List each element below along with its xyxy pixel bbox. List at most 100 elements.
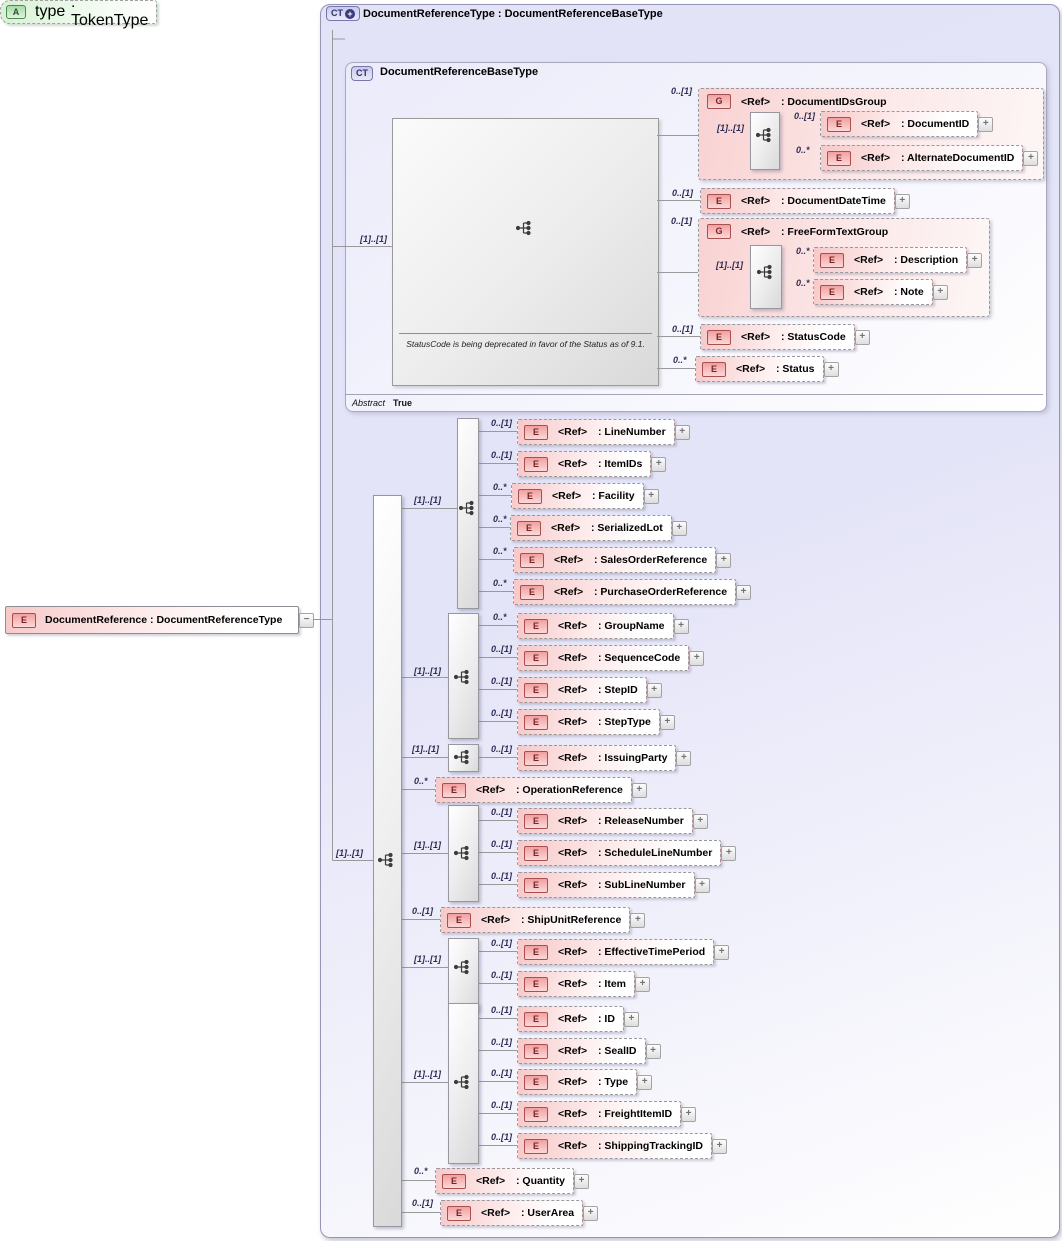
sequence-bar[interactable] [448, 938, 479, 1012]
expand-icon[interactable]: + [823, 362, 839, 377]
element-name: : SalesOrderReference [594, 554, 708, 566]
cardinality-label: [1]..[1] [336, 848, 363, 858]
expand-icon[interactable]: + [583, 1206, 599, 1221]
element-documentreference-root[interactable]: E DocumentReference : DocumentReferenceT… [5, 606, 314, 634]
element-shipunitreference[interactable]: E <Ref>: ShipUnitReference + [440, 907, 646, 933]
expand-icon[interactable]: + [651, 457, 667, 472]
element-badge: E [524, 714, 548, 730]
element-serializedlot[interactable]: E <Ref>: SerializedLot + [510, 515, 687, 541]
cardinality-label: 0..* [414, 776, 428, 786]
expand-icon[interactable]: + [714, 945, 730, 960]
ref-label: <Ref> [558, 752, 588, 764]
cardinality-label: 0..[1] [671, 216, 693, 226]
sequence-bar[interactable] [448, 744, 479, 772]
element-quantity[interactable]: E <Ref>: Quantity + [435, 1168, 589, 1194]
element-status[interactable]: E <Ref>: Status + [695, 356, 839, 382]
attribute-box-type[interactable]: A type : TokenType [0, 0, 157, 29]
element-id[interactable]: E <Ref>: ID + [517, 1006, 639, 1032]
expand-icon[interactable]: + [721, 846, 737, 861]
element-sequencecode[interactable]: E <Ref>: SequenceCode + [517, 645, 705, 671]
expand-icon[interactable]: + [1023, 151, 1039, 166]
sequence-bar[interactable] [448, 1003, 479, 1164]
element-releasenumber[interactable]: E <Ref>: ReleaseNumber + [517, 808, 708, 834]
expand-icon[interactable]: + [716, 553, 732, 568]
element-stepid[interactable]: E <Ref>: StepID + [517, 677, 662, 703]
element-groupname[interactable]: E <Ref>: GroupName + [517, 613, 689, 639]
expand-icon[interactable]: + [635, 977, 651, 992]
expand-icon[interactable]: + [659, 715, 675, 730]
abstract-value: True [393, 398, 413, 408]
expand-icon[interactable]: + [674, 425, 690, 440]
cardinality-label: 0..* [493, 514, 507, 524]
sequence-icon [453, 749, 470, 765]
sequence-bar-main[interactable] [373, 495, 402, 1227]
element-operationreference[interactable]: E <Ref>: OperationReference + [435, 777, 647, 803]
expand-icon[interactable]: + [694, 878, 710, 893]
expand-icon[interactable]: + [631, 783, 647, 798]
expand-icon[interactable]: + [676, 751, 692, 766]
element-salesorderreference[interactable]: E <Ref>: SalesOrderReference + [513, 547, 732, 573]
expand-icon[interactable]: + [574, 1174, 589, 1189]
element-schedulelinenumber[interactable]: E <Ref>: ScheduleLineNumber + [517, 840, 737, 866]
element-steptype[interactable]: E <Ref>: StepType + [517, 709, 675, 735]
expand-icon[interactable]: + [673, 619, 689, 634]
element-name: : SerializedLot [591, 522, 663, 534]
cardinality-label: 0..* [493, 578, 507, 588]
expand-icon[interactable]: + [854, 330, 870, 345]
expand-icon[interactable]: + [681, 1107, 697, 1122]
element-statuscode[interactable]: E <Ref>: StatusCode + [700, 324, 870, 350]
element-documentid[interactable]: E <Ref>: DocumentID + [820, 111, 994, 137]
element-description[interactable]: E <Ref>: Description + [813, 247, 983, 273]
element-facility[interactable]: E <Ref>: Facility + [511, 483, 659, 509]
expand-icon[interactable]: + [712, 1139, 728, 1154]
expand-icon[interactable]: + [637, 1075, 653, 1090]
element-purchaseorderreference[interactable]: E <Ref>: PurchaseOrderReference + [513, 579, 752, 605]
sequence-icon [756, 264, 773, 280]
sequence-icon [515, 220, 532, 236]
element-sealid[interactable]: E <Ref>: SealID + [517, 1038, 661, 1064]
ref-label: <Ref> [558, 1045, 588, 1057]
expand-icon[interactable]: + [967, 253, 983, 268]
expand-icon[interactable]: + [645, 1044, 661, 1059]
sequence-bar[interactable] [448, 613, 479, 739]
content-model-box[interactable]: StatusCode is being deprecated in favor … [392, 118, 659, 386]
element-documentdatetime[interactable]: E <Ref>: DocumentDateTime + [700, 188, 910, 214]
element-alternatedocumentid[interactable]: E <Ref>: AlternateDocumentID + [820, 145, 1039, 171]
cardinality-label: 0..[1] [671, 86, 693, 96]
element-name: : DocumentID [901, 118, 970, 130]
expand-icon[interactable]: + [978, 117, 994, 132]
element-linenumber[interactable]: E <Ref>: LineNumber + [517, 419, 690, 445]
element-issuingparty[interactable]: E <Ref>: IssuingParty + [517, 745, 692, 771]
expand-icon[interactable]: + [894, 194, 910, 209]
cardinality-label: 0..[1] [491, 418, 513, 428]
element-freightitemid[interactable]: E <Ref>: FreightItemID + [517, 1101, 697, 1127]
ref-label: <Ref> [854, 286, 884, 298]
element-note[interactable]: E <Ref>: Note + [813, 279, 948, 305]
expand-icon[interactable]: + [623, 1012, 639, 1027]
element-userarea[interactable]: E <Ref>: UserArea + [440, 1200, 599, 1226]
element-type[interactable]: E <Ref>: Type + [517, 1069, 653, 1095]
element-name: : ItemIDs [598, 458, 643, 470]
ref-label: <Ref> [741, 95, 771, 108]
element-itemids[interactable]: E <Ref>: ItemIDs + [517, 451, 667, 477]
group-name: : FreeFormTextGroup [781, 225, 889, 238]
expand-icon[interactable]: + [671, 521, 687, 536]
expand-icon[interactable]: + [630, 913, 646, 928]
sequence-bar[interactable] [750, 112, 780, 170]
expand-icon[interactable]: + [692, 814, 708, 829]
expand-icon[interactable]: + [736, 585, 752, 600]
element-sublinenumber[interactable]: E <Ref>: SubLineNumber + [517, 872, 710, 898]
cardinality-label: 0..[1] [491, 807, 513, 817]
element-badge: E [702, 361, 726, 377]
expand-icon[interactable]: + [646, 683, 662, 698]
collapse-icon[interactable]: − [299, 613, 314, 628]
element-effectivetimeperiod[interactable]: E <Ref>: EffectiveTimePeriod + [517, 939, 730, 965]
element-shippingtrackingid[interactable]: E <Ref>: ShippingTrackingID + [517, 1133, 728, 1159]
expand-icon[interactable]: + [689, 651, 705, 666]
expand-icon[interactable]: + [932, 285, 948, 300]
expand-icon[interactable]: + [643, 489, 659, 504]
element-badge: E [524, 845, 548, 861]
element-badge: E [12, 612, 36, 628]
element-badge: E [447, 912, 471, 928]
element-item[interactable]: E <Ref>: Item + [517, 971, 651, 997]
